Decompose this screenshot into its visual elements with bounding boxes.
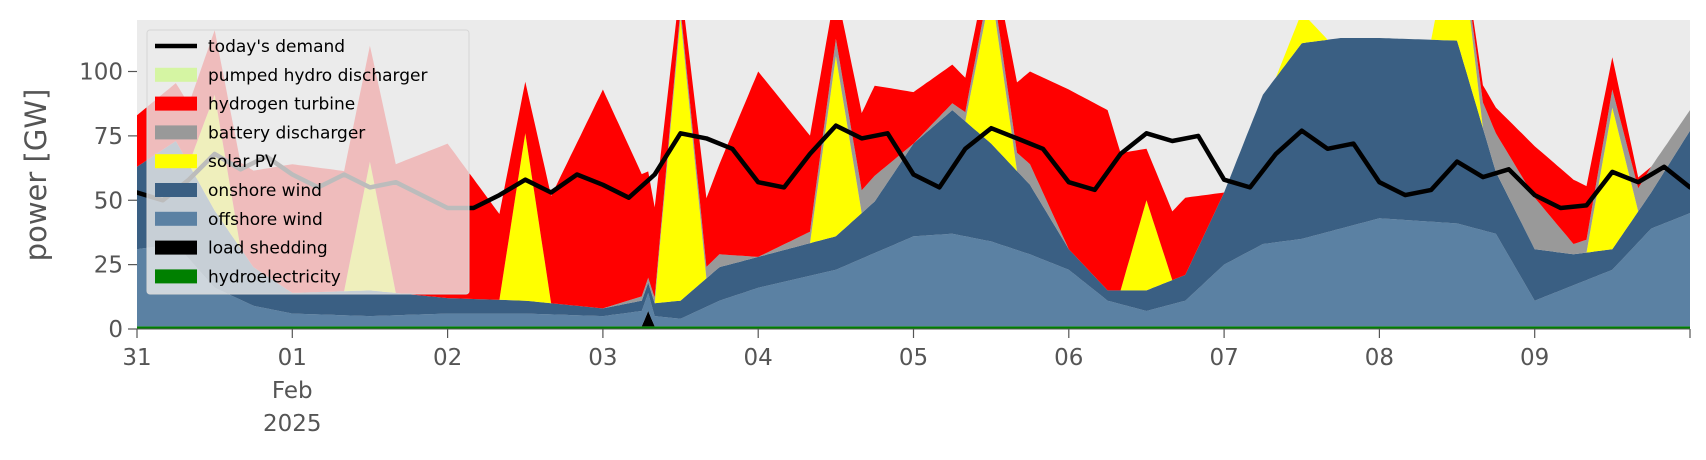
- legend-swatch-offshore-wind: [155, 211, 197, 226]
- legend-swatch-load-shedding: [155, 240, 197, 255]
- legend-box: [146, 29, 470, 295]
- x-tick-label: Feb: [272, 378, 313, 404]
- legend-swatch-onshore-wind: [155, 183, 197, 197]
- legend: today's demand pumped hydro discharger hyd…: [146, 29, 470, 295]
- area-offshore-wind: [137, 213, 1690, 327]
- y-tick-label: 50: [94, 188, 123, 214]
- legend-label-load-shedding: load shedding: [208, 239, 328, 259]
- y-tick-label: 25: [94, 253, 123, 279]
- x-tick-label: 02: [433, 345, 462, 371]
- legend-swatch-hydroelectricity: [155, 269, 197, 284]
- legend-label-solar-pv: solar PV: [208, 152, 277, 172]
- x-tick-label: 08: [1365, 345, 1394, 371]
- legend-swatch-hydrogen-turbine: [155, 96, 197, 111]
- y-axis-title: power [GW]: [19, 89, 53, 262]
- area-hydrogen-turbine: [137, 20, 1690, 309]
- legend-label-hydroelectricity: hydroelectricity: [208, 267, 341, 287]
- legend-label-offshore-wind: offshore wind: [208, 210, 323, 230]
- stacked-areas: [137, 20, 1690, 329]
- legend-label-onshore-wind: onshore wind: [208, 181, 322, 201]
- area-solar-pv: [137, 20, 1690, 309]
- area-hydroelectricity: [137, 326, 1690, 329]
- x-tick-label: 03: [588, 345, 617, 371]
- legend-label-today-s-demand: today's demand: [208, 37, 345, 57]
- x-tick-label: 31: [122, 345, 151, 371]
- y-tick-label: 100: [79, 60, 123, 86]
- x-tick-label: 04: [744, 345, 773, 371]
- legend-label-pumped-hydro-discharger: pumped hydro discharger: [208, 66, 427, 86]
- x-tick-label: 09: [1520, 345, 1549, 371]
- x-tick-label: 05: [899, 345, 928, 371]
- x-tick-label: 07: [1209, 345, 1238, 371]
- legend-label-hydrogen-turbine: hydrogen turbine: [208, 95, 355, 115]
- x-axis: 31 01 Feb 2025 02 03 04 05 06 07 08 09: [122, 329, 1691, 437]
- y-axis: 0 25 50 75 100: [79, 60, 137, 343]
- y-tick-label: 0: [108, 317, 123, 343]
- legend-label-battery-discharger: battery discharger: [208, 123, 365, 143]
- x-tick-label: 06: [1054, 345, 1083, 371]
- legend-swatch-solar-pv: [155, 154, 197, 169]
- legend-swatch-battery-discharger: [155, 125, 197, 140]
- x-tick-label: 2025: [263, 411, 322, 437]
- area-onshore-wind: [137, 38, 1690, 319]
- legend-swatch-pumped-hydro-discharger: [155, 67, 197, 82]
- x-tick-label: 01: [278, 345, 307, 371]
- y-tick-label: 75: [94, 124, 123, 150]
